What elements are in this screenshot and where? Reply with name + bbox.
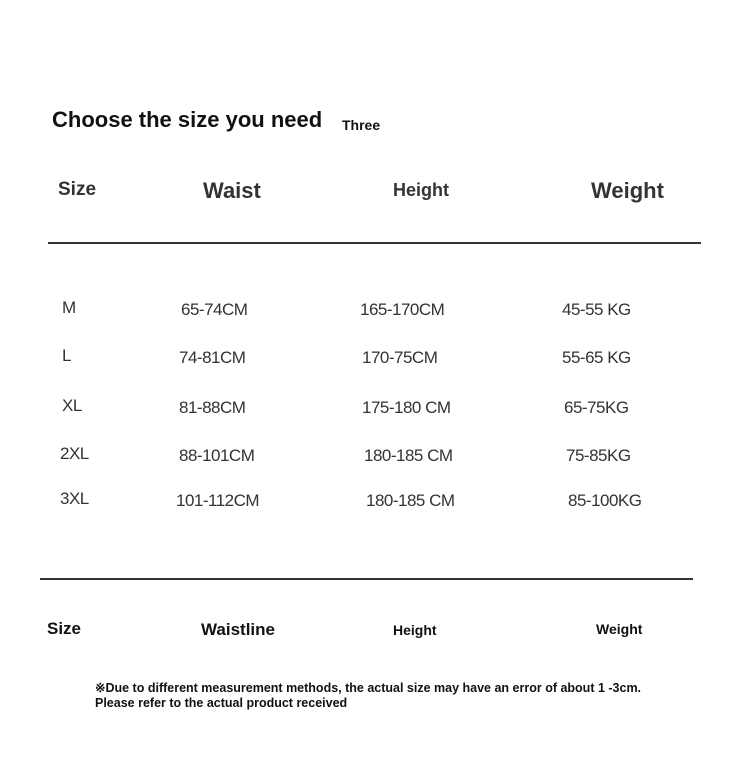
row-2xl-height: 180-185 CM xyxy=(364,446,453,465)
footer-header-height: Height xyxy=(393,622,437,638)
subtitle: Three xyxy=(342,117,381,133)
row-l-size: L xyxy=(62,346,71,365)
footer-header-weight: Weight xyxy=(596,621,643,637)
bottom-divider xyxy=(40,578,693,580)
footer-header-size: Size xyxy=(47,619,82,638)
row-3xl-height: 180-185 CM xyxy=(366,491,455,510)
row-m-weight: 45-55 KG xyxy=(562,300,631,319)
header-size: Size xyxy=(58,179,97,200)
row-2xl-waist: 88-101CM xyxy=(179,446,255,465)
measurement-note: ※Due to different measurement methods, t… xyxy=(95,681,642,710)
header-weight: Weight xyxy=(591,178,664,203)
row-xl-size: XL xyxy=(62,396,82,415)
row-m-size: M xyxy=(62,298,76,317)
row-m-waist: 65-74CM xyxy=(181,300,248,319)
row-xl-height: 175-180 CM xyxy=(362,398,451,417)
row-m-height: 165-170CM xyxy=(360,300,445,319)
row-l-weight: 55-65 KG xyxy=(562,348,631,367)
row-l-height: 170-75CM xyxy=(362,348,438,367)
header-height: Height xyxy=(393,180,449,200)
row-3xl-weight: 85-100KG xyxy=(568,491,642,510)
row-l-waist: 74-81CM xyxy=(179,348,246,367)
row-2xl-size: 2XL xyxy=(60,444,89,463)
footer-header-waistline: Waistline xyxy=(201,620,275,639)
row-xl-waist: 81-88CM xyxy=(179,398,246,417)
row-xl-weight: 65-75KG xyxy=(564,398,629,417)
row-2xl-weight: 75-85KG xyxy=(566,446,631,465)
page-title: Choose the size you need xyxy=(52,107,323,132)
row-3xl-waist: 101-112CM xyxy=(176,491,260,510)
row-3xl-size: 3XL xyxy=(60,489,89,508)
header-waist: Waist xyxy=(203,178,261,203)
top-divider xyxy=(48,242,701,244)
